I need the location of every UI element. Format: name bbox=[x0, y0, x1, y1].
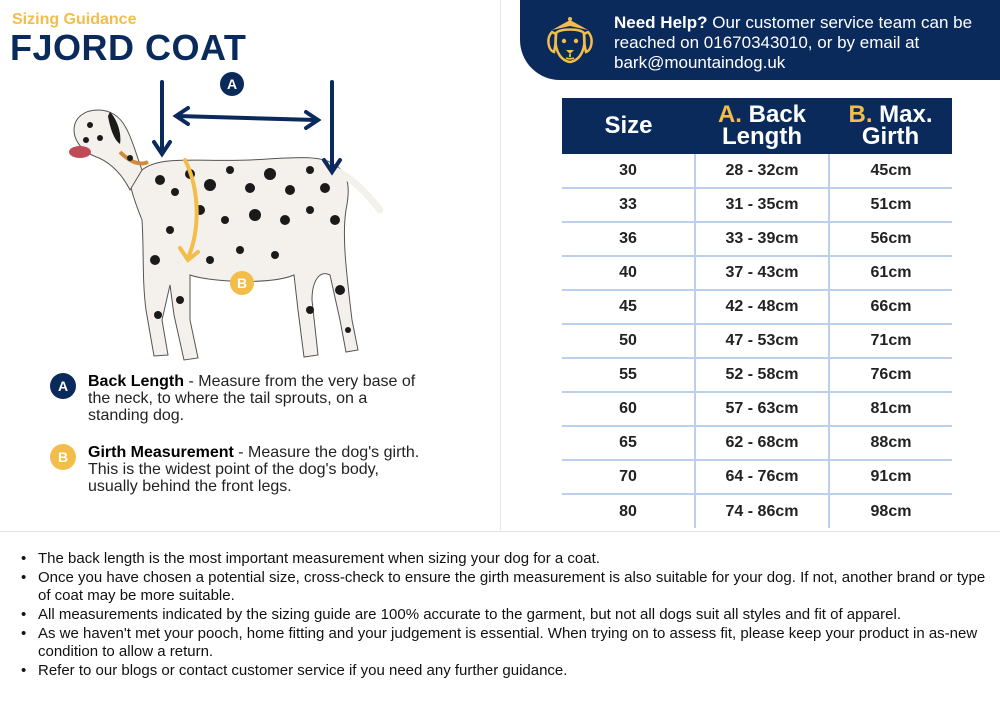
back-length-cell: 37 - 43cm bbox=[694, 256, 830, 291]
size-cell: 65 bbox=[562, 426, 695, 461]
back-length-cell: 31 - 35cm bbox=[694, 188, 830, 223]
page-title: FJORD COAT bbox=[10, 27, 247, 68]
label-b-badge bbox=[230, 271, 254, 295]
note-item: Once you have chosen a potential size, c… bbox=[18, 569, 993, 605]
table-row: 36 33 - 39cm 56cm bbox=[562, 222, 952, 257]
table-row: 80 74 - 86cm 98cm bbox=[562, 494, 952, 528]
girth-cell: 61cm bbox=[829, 256, 952, 291]
label-a-badge bbox=[220, 72, 244, 96]
back-length-cell: 62 - 68cm bbox=[694, 426, 830, 461]
back-length-cell: 47 - 53cm bbox=[694, 324, 830, 359]
table-row: 50 47 - 53cm 71cm bbox=[562, 324, 952, 359]
help-text: Need Help? Our customer service team can… bbox=[614, 13, 994, 73]
note-item: As we haven't met your pooch, home fitti… bbox=[18, 625, 993, 661]
back-length-cell: 33 - 39cm bbox=[694, 222, 830, 257]
size-cell: 55 bbox=[562, 358, 695, 393]
back-length-cell: 64 - 76cm bbox=[694, 460, 830, 495]
header-back-prefix: A. bbox=[717, 101, 742, 128]
header-girth-prefix: B. bbox=[848, 101, 873, 128]
legend-desc-b: - Measure the dog's girth. This is the w… bbox=[88, 444, 420, 495]
note-item: All measurements indicated by the sizing… bbox=[18, 606, 993, 624]
back-length-cell: 52 - 58cm bbox=[694, 358, 830, 393]
size-cell: 45 bbox=[562, 290, 695, 325]
header-size: Size bbox=[562, 98, 695, 154]
note-item: Refer to our blogs or contact customer s… bbox=[18, 662, 993, 680]
size-cell: 36 bbox=[562, 222, 695, 257]
legend-term-a: Back Length bbox=[88, 373, 185, 390]
horizontal-divider bbox=[0, 531, 1000, 532]
table-row: 45 42 - 48cm 66cm bbox=[562, 290, 952, 325]
table-row: 30 28 - 32cm 45cm bbox=[562, 154, 952, 189]
girth-cell: 51cm bbox=[829, 188, 952, 223]
label-b-text: B bbox=[237, 275, 247, 291]
size-cell: 30 bbox=[562, 154, 695, 189]
help-contact-info: Our customer service team can be reached… bbox=[614, 13, 973, 72]
girth-arrow bbox=[178, 158, 200, 263]
header-max-girth: B. Max. Girth bbox=[829, 98, 952, 154]
size-cell: 33 bbox=[562, 188, 695, 223]
header-girth-line2: Girth bbox=[861, 123, 920, 150]
girth-cell: 81cm bbox=[829, 392, 952, 427]
page-subtitle: Sizing Guidance bbox=[12, 11, 137, 28]
back-length-cell: 57 - 63cm bbox=[694, 392, 830, 427]
table-row: 55 52 - 58cm 76cm bbox=[562, 358, 952, 393]
table-row: 33 31 - 35cm 51cm bbox=[562, 188, 952, 223]
girth-cell: 45cm bbox=[829, 154, 952, 189]
legend-badge-b: B bbox=[50, 444, 76, 470]
legend-badge-a: A bbox=[50, 373, 76, 399]
table-row: 70 64 - 76cm 91cm bbox=[562, 460, 952, 495]
back-length-cell: 74 - 86cm bbox=[694, 494, 830, 528]
dalmatian-measurement-illustration: A B bbox=[69, 72, 384, 361]
dog-face-logo-icon bbox=[547, 17, 593, 64]
back-length-arrows bbox=[152, 80, 342, 176]
girth-cell: 98cm bbox=[870, 502, 912, 520]
table-row: 40 37 - 43cm 61cm bbox=[562, 256, 952, 291]
size-cell: 50 bbox=[562, 324, 695, 359]
size-cell: 60 bbox=[562, 392, 695, 427]
header-back-line2: Length bbox=[722, 123, 802, 150]
size-cell: 80 bbox=[619, 502, 637, 520]
legend-item-back-length: A Back Length - Measure from the very ba… bbox=[50, 373, 430, 433]
dog-silhouette bbox=[69, 109, 384, 361]
help-lead: Need Help? bbox=[614, 13, 708, 32]
girth-cell: 66cm bbox=[829, 290, 952, 325]
label-a-text: A bbox=[227, 76, 237, 92]
size-cell: 40 bbox=[562, 256, 695, 291]
table-header-row: Size A. Back Length B. Max. Girth bbox=[562, 98, 952, 154]
note-item: The back length is the most important me… bbox=[18, 550, 993, 568]
legend-text-b: Girth Measurement - Measure the dog's gi… bbox=[88, 444, 428, 495]
table-body: 30 28 - 32cm 45cm 33 31 - 35cm 51cm 36 33 - 39c… bbox=[562, 154, 952, 528]
back-length-cell: 28 - 32cm bbox=[694, 154, 830, 189]
back-length-cell: 42 - 48cm bbox=[694, 290, 830, 325]
girth-cell: 91cm bbox=[829, 460, 952, 495]
vertical-divider bbox=[500, 0, 501, 530]
girth-cell: 71cm bbox=[829, 324, 952, 359]
girth-cell: 76cm bbox=[829, 358, 952, 393]
legend-desc-a: - Measure from the very base of the neck… bbox=[88, 373, 416, 424]
header-back-length: A. Back Length bbox=[695, 98, 829, 154]
size-chart-table: Size A. Back Length B. Max. Girth 30 28 -… bbox=[562, 98, 952, 528]
girth-cell: 56cm bbox=[829, 222, 952, 257]
help-banner: Need Help? Our customer service team can… bbox=[520, 0, 1000, 80]
table-row: 65 62 - 68cm 88cm bbox=[562, 426, 952, 461]
legend-term-b: Girth Measurement bbox=[88, 444, 234, 461]
girth-cell: 88cm bbox=[829, 426, 952, 461]
size-cell: 70 bbox=[562, 460, 695, 495]
sizing-notes-list: The back length is the most important me… bbox=[18, 550, 993, 681]
legend-item-girth: B Girth Measurement - Measure the dog's … bbox=[50, 444, 430, 519]
table-row: 60 57 - 63cm 81cm bbox=[562, 392, 952, 427]
header-back-line1: Back bbox=[748, 101, 807, 128]
legend-text-a: Back Length - Measure from the very base… bbox=[88, 373, 428, 424]
header-girth-line1: Max. bbox=[879, 101, 933, 128]
